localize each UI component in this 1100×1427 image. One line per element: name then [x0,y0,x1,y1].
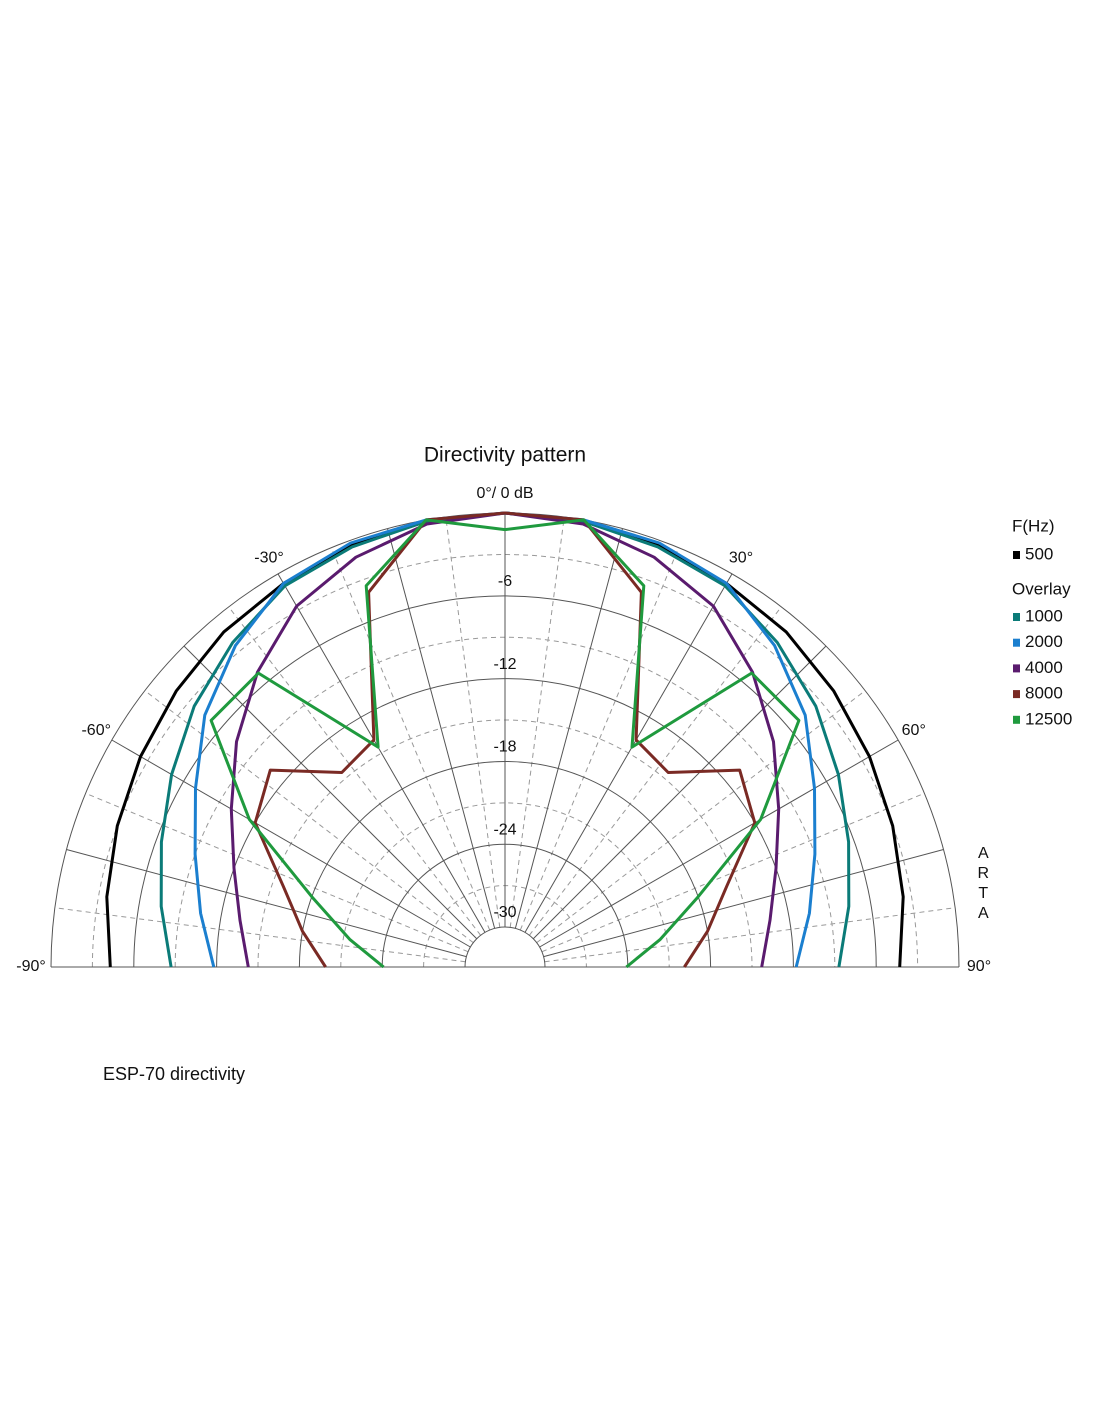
grid-ring [464,926,546,968]
grid-spoke [277,573,486,933]
legend-label: 500 [1025,544,1053,563]
grid-ring [381,843,629,968]
theta-tick-label: 0°/ 0 dB [476,485,533,502]
theta-tick-label: 30° [729,549,753,566]
theta-tick-label: -60° [81,722,111,739]
minor-grid-spoke [445,516,501,928]
minor-grid-spoke [509,516,565,928]
theta-tick-label: -30° [254,549,284,566]
legend-swatch [1013,664,1020,673]
grid-spoke [387,528,496,929]
grid-spoke [532,645,827,940]
legend-swatch [1013,690,1020,699]
minor-grid-spoke [228,606,482,936]
minor-grid-ring [340,802,670,968]
legend-label: 2000 [1025,632,1063,651]
minor-grid-ring [91,553,919,968]
theta-tick-label: -90° [16,958,46,975]
watermark: ARTA [975,845,992,925]
series-line [253,511,757,968]
grid-spoke [183,645,478,940]
caption: ESP-70 directivity [103,1064,245,1084]
grid-spoke [524,573,733,933]
minor-grid-spoke [519,547,680,931]
grid-spoke [66,849,467,958]
legend-swatch [1013,613,1020,621]
grid-ring [216,678,794,968]
legend-label: 8000 [1025,684,1063,703]
r-tick-label: -30 [493,904,516,921]
r-tick-label: -12 [493,656,516,673]
r-tick-label: -24 [493,821,516,838]
legend-label: 12500 [1025,709,1072,728]
grid-ring [298,760,712,968]
series-line [209,518,801,969]
theta-tick-label: 90° [967,958,991,975]
minor-grid-spoke [330,547,491,931]
legend-swatch [1013,551,1020,559]
minor-grid-spoke [54,907,466,963]
chart-title: Directivity pattern [424,444,586,467]
grid-spoke [543,849,944,958]
legend-label: 4000 [1025,658,1063,677]
legend-swatch [1013,715,1020,724]
minor-grid-spoke [144,690,474,944]
grid-spoke [514,528,623,929]
grid-ring [133,595,877,968]
minor-grid-spoke [544,907,956,963]
legend-subtitle: Overlay [1012,579,1071,598]
minor-grid-spoke [528,606,782,936]
minor-grid-spoke [536,690,866,944]
legend-title: F(Hz) [1012,516,1054,535]
r-tick-label: -6 [498,573,512,590]
legend-label: 1000 [1025,606,1063,625]
legend-swatch [1013,638,1020,647]
r-tick-label: -18 [493,739,516,756]
theta-tick-label: 60° [902,722,926,739]
